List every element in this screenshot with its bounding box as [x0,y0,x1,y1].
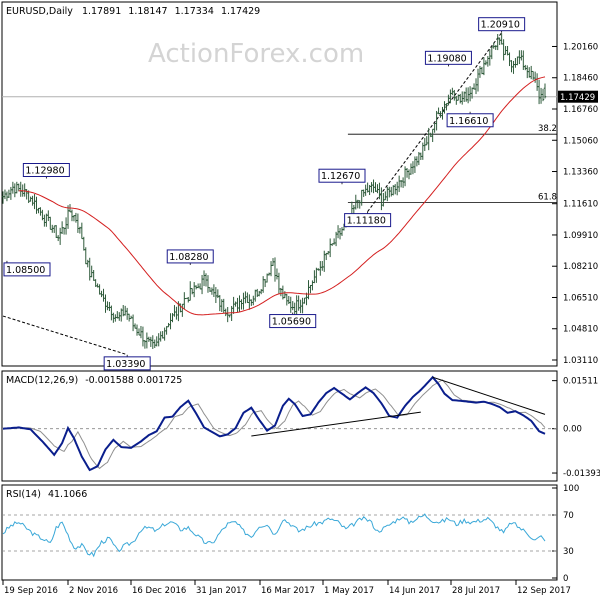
level-label: 1.03390 [106,359,145,370]
price-axis-label: 1.16760 [563,105,598,115]
level-box [3,262,51,277]
current-price-tag [558,90,598,103]
level-box [344,213,392,228]
rsi-panel [1,484,558,581]
price-axis-label: 1.04810 [563,325,598,335]
open-value: 1.17891 [82,6,121,17]
level-box [446,113,494,128]
price-axis-label: 1.03110 [563,356,598,366]
rsi-axis-label: 30 [563,547,574,557]
rsi-axis-label: 100 [563,484,579,494]
price-header: EURUSD,Daily 1.17891 1.18147 1.17334 1.1… [6,6,260,17]
level-box [166,249,214,264]
x-axis-label: 1 May 2017 [324,586,374,596]
level-box [478,17,526,32]
price-panel [1,1,558,367]
x-axis-label: 19 Sep 2016 [4,586,58,596]
x-axis-label: 2 Nov 2016 [69,586,118,596]
current-price-label: 1.17429 [560,93,595,103]
price-axis-label: 1.18460 [563,74,598,84]
macd-values: -0.001588 0.001725 [85,375,182,386]
level-label: 1.16610 [449,116,488,127]
macd-axis-label: -0.013938 [563,469,600,479]
macd-name: MACD(12,26,9) [6,375,78,386]
price-axis-label: 1.11610 [563,200,598,210]
level-label: 1.12670 [321,171,360,182]
price-axis-label: 1.09910 [563,231,598,241]
fib-level-label: 61.8 [538,192,557,202]
rsi-name: RSI(14) [6,489,41,500]
close-value: 1.17429 [221,6,260,17]
macd-axis-label: 0.00 [563,425,582,435]
watermark: ActionForex.com [148,39,364,69]
symbol-label: EURUSD,Daily [6,6,73,17]
level-box [22,163,70,178]
price-axis-label: 1.15060 [563,136,598,146]
level-label: 1.11180 [347,216,386,227]
macd-header: MACD(12,26,9) -0.001588 0.001725 [6,375,182,386]
rsi-header: RSI(14) 41.1066 [6,489,87,500]
level-label: 1.08280 [169,252,208,263]
macd-axis-label: 0.01511 [563,377,598,387]
level-box [318,168,366,183]
high-value: 1.18147 [128,6,167,17]
macd-support-line [251,411,421,437]
rsi-value: 41.1066 [48,489,87,500]
price-axis-label: 1.13360 [563,168,598,178]
price-projection-line [367,32,503,212]
sma-line [18,76,546,316]
level-box [103,356,151,371]
x-axis-label: 12 Sep 2017 [517,586,571,596]
level-label: 1.20910 [481,20,520,31]
price-trend-line [2,315,128,356]
x-axis-label: 14 Jun 2017 [389,586,440,596]
x-axis-label: 28 Jul 2017 [452,586,500,596]
price-axis-label: 1.20160 [563,42,598,52]
level-label: 1.12980 [25,166,64,177]
low-value: 1.17334 [175,6,214,17]
rsi-line [2,513,546,558]
macd-line [2,375,546,472]
price-axis-label: 1.08210 [563,262,598,272]
level-box [424,50,472,65]
rsi-axis-label: 70 [563,511,574,521]
price-axis-label: 1.06510 [563,293,598,303]
rsi-axis-label: 0 [563,574,568,584]
x-axis-label: 16 Dec 2016 [132,586,186,596]
x-axis-label: 31 Jan 2017 [196,586,247,596]
level-label: 1.19080 [427,53,466,64]
macd-resistance-line [432,376,546,415]
level-box [269,314,317,329]
fib-level-label: 38.2 [538,124,557,134]
macd-panel [1,370,558,482]
level-label: 1.08500 [6,265,45,276]
x-axis-label: 16 Mar 2017 [261,586,315,596]
level-label: 1.05690 [272,317,311,328]
